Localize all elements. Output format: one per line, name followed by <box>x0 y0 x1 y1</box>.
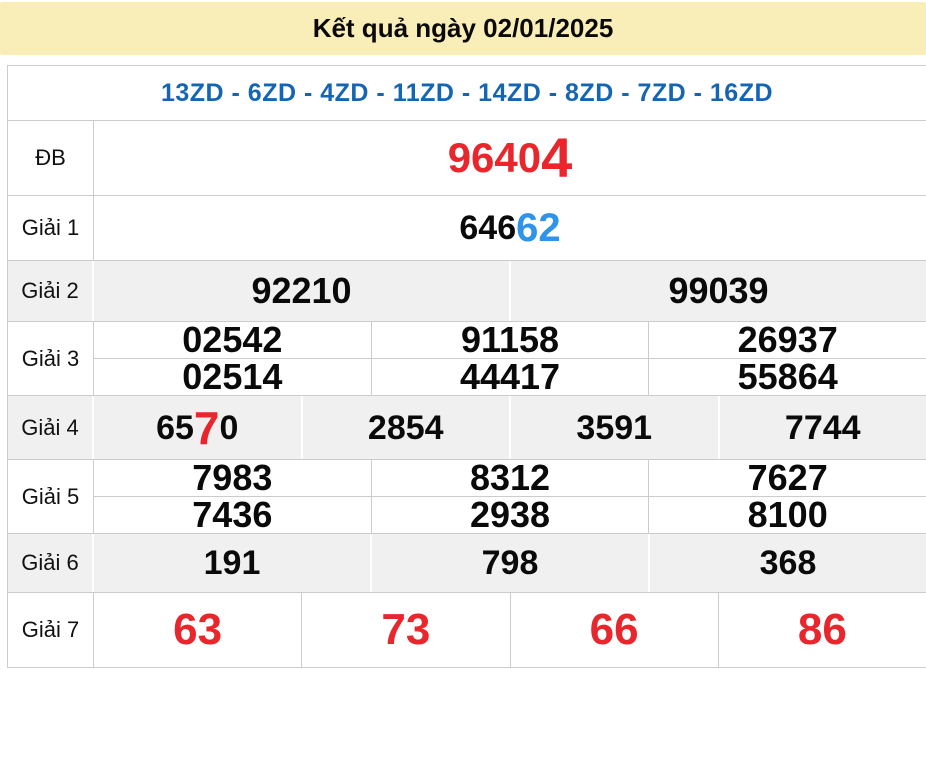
prize-cell: 73 <box>301 593 509 667</box>
results-banner: Kết quả ngày 02/01/2025 <box>0 2 926 55</box>
prize-number: 7744 <box>785 411 861 445</box>
prize-number: 91158 <box>461 322 559 358</box>
prize-label-special: ĐB <box>8 121 94 195</box>
prize-number-post: 0 <box>220 411 239 445</box>
prize-number: 368 <box>760 546 817 580</box>
station-codes: 13ZD - 6ZD - 4ZD - 11ZD - 14ZD - 8ZD - 7… <box>161 79 773 108</box>
prize-cell: 191 <box>94 534 370 592</box>
prize-cell: 99039 <box>509 261 926 321</box>
prize-cell: 02542 <box>94 322 371 358</box>
prize-row-2: Giải 2 92210 99039 <box>8 260 926 321</box>
prize-number: 44417 <box>460 359 560 395</box>
prize-cell: 7436 <box>94 497 371 533</box>
prize-cell: 86 <box>718 593 926 667</box>
prize-number: 99039 <box>668 273 768 309</box>
prize-cell: 8100 <box>648 497 926 533</box>
special-prize-main-digits: 9640 <box>448 137 541 179</box>
prize-cell: 2938 <box>371 497 649 533</box>
station-codes-row: 13ZD - 6ZD - 4ZD - 11ZD - 14ZD - 8ZD - 7… <box>8 66 926 120</box>
prize-cell: 7744 <box>718 396 926 459</box>
prize-number: 02542 <box>182 322 282 358</box>
prize-cell: 66 <box>510 593 718 667</box>
prize-label-3: Giải 3 <box>8 322 94 395</box>
prize-label-7: Giải 7 <box>8 593 94 667</box>
prize-number: 191 <box>204 546 261 580</box>
prize-number: 92210 <box>251 273 351 309</box>
prize-number: 2854 <box>368 411 444 445</box>
prize-cell: 7983 <box>94 460 371 496</box>
prize-label-4: Giải 4 <box>8 396 94 459</box>
prize-cell: 798 <box>370 534 648 592</box>
prize-number: 7627 <box>748 460 828 496</box>
prize-label-5: Giải 5 <box>8 460 94 533</box>
prize-number-red: 73 <box>381 608 430 652</box>
prize-5-subrow-2: 7436 2938 8100 <box>94 496 926 533</box>
prize-row-7: Giải 7 63 73 66 86 <box>8 592 926 667</box>
prize-number: 3591 <box>576 411 652 445</box>
prize-table: 13ZD - 6ZD - 4ZD - 11ZD - 14ZD - 8ZD - 7… <box>7 65 926 668</box>
prize-number: 26937 <box>738 322 838 358</box>
prize-cell: 91158 <box>371 322 649 358</box>
prize-number: 7436 <box>192 497 272 533</box>
prize-row-6: Giải 6 191 798 368 <box>8 533 926 592</box>
prize-number-red: 66 <box>590 608 639 652</box>
page-title: Kết quả ngày 02/01/2025 <box>313 13 614 44</box>
prize-cell: 7627 <box>648 460 926 496</box>
prize-number: 02514 <box>182 359 282 395</box>
special-prize-highlight-digit: 4 <box>541 130 572 186</box>
prize-cell: 8312 <box>371 460 649 496</box>
prize-label-6: Giải 6 <box>8 534 94 592</box>
prize-number: 55864 <box>738 359 838 395</box>
prize-number-pre: 65 <box>156 411 194 445</box>
prize-number: 798 <box>482 546 539 580</box>
prize-number: 8100 <box>748 497 828 533</box>
prize-row-5: Giải 5 7983 8312 7627 7436 2938 8100 <box>8 459 926 533</box>
prize-cell: 44417 <box>371 359 649 395</box>
prize-label-2: Giải 2 <box>8 261 94 321</box>
prize-number-red: 86 <box>798 608 847 652</box>
prize-cell: 02514 <box>94 359 371 395</box>
prize-cell: 368 <box>648 534 926 592</box>
prize-number-red: 63 <box>173 608 222 652</box>
prize-5-subrow-1: 7983 8312 7627 <box>94 460 926 496</box>
prize-1-main-digits: 646 <box>459 211 516 245</box>
prize-row-3: Giải 3 02542 91158 26937 02514 44417 558… <box>8 321 926 395</box>
prize-number: 7983 <box>192 460 272 496</box>
prize-3-subrow-1: 02542 91158 26937 <box>94 322 926 358</box>
prize-number-highlight-digit: 7 <box>194 405 220 451</box>
prize-1-highlight-digits: 62 <box>516 208 561 248</box>
prize-cell: 92210 <box>94 261 509 321</box>
prize-number: 8312 <box>470 460 550 496</box>
prize-label-1: Giải 1 <box>8 196 94 260</box>
prize-number: 2938 <box>470 497 550 533</box>
prize-cell: 63 <box>94 593 301 667</box>
prize-3-subrow-2: 02514 44417 55864 <box>94 358 926 395</box>
prize-cell: 55864 <box>648 359 926 395</box>
prize-cell: 2854 <box>301 396 510 459</box>
prize-cell: 3591 <box>509 396 718 459</box>
prize-cell: 26937 <box>648 322 926 358</box>
